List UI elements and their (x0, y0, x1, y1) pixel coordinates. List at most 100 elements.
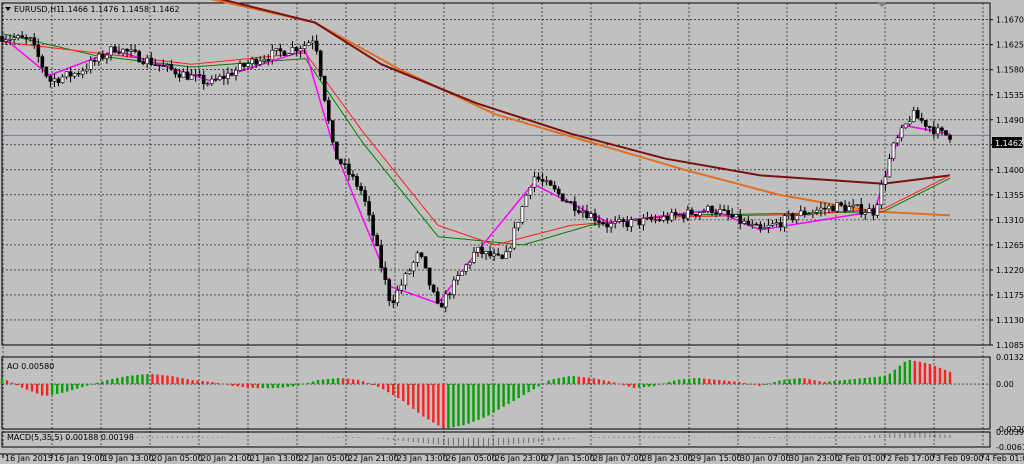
ao-bar (582, 377, 586, 385)
candle-body (234, 69, 238, 76)
ao-bar (833, 380, 836, 385)
ao-bar (687, 378, 691, 385)
ao-bar (592, 378, 596, 385)
ao-bar (542, 383, 545, 385)
ao-bar (5, 380, 9, 385)
chart-shift-marker-icon[interactable] (877, 2, 887, 7)
candle-body (480, 246, 484, 255)
ao-bar (50, 384, 54, 395)
ao-bar (432, 384, 435, 423)
symbol-dropdown-icon[interactable] (5, 7, 11, 11)
x-tick-label: 16 Jan 19:00 (54, 454, 105, 463)
ao-bar (848, 379, 851, 385)
candle-body (314, 40, 319, 52)
ao-bar (923, 362, 927, 385)
ao-bar (823, 381, 826, 385)
candle-body (895, 137, 900, 144)
ao-bar (111, 378, 114, 385)
candle-body (907, 121, 912, 125)
ao-bar (131, 375, 134, 385)
ao-bar (698, 378, 701, 385)
candle-body (250, 58, 254, 64)
candle-body (875, 204, 880, 216)
y-tick-label: 1.1220 (996, 266, 1024, 275)
candle-body (702, 211, 706, 213)
x-tick-label: 23 Jan 13:00 (397, 454, 448, 463)
candle-body (645, 216, 650, 219)
candle-body (936, 127, 940, 135)
candle-body (851, 204, 855, 207)
candle-body (403, 273, 408, 286)
candle-body (500, 254, 505, 259)
macd-histogram (1, 432, 951, 447)
y-tick-label: 1.1535 (996, 91, 1024, 100)
ao-bar (667, 381, 671, 385)
ao-bar (692, 378, 696, 385)
ao-bar (522, 384, 525, 396)
ao-bar (758, 384, 761, 386)
ao-bar (567, 376, 570, 385)
candle-body (746, 220, 751, 226)
candle-body (944, 130, 948, 136)
ao-bar (281, 384, 285, 388)
ao-bar (351, 379, 355, 385)
candle-body (189, 74, 194, 80)
candle-body (552, 185, 557, 190)
candle-body (8, 39, 12, 41)
candle-body (742, 220, 747, 224)
ao-bar (271, 384, 275, 389)
candle-body (169, 64, 174, 70)
ao-bar (76, 384, 79, 389)
ao-bar (602, 380, 606, 385)
candle-body (72, 73, 77, 77)
ao-bar (933, 365, 937, 385)
ao-bar (146, 374, 149, 385)
y-tick-label: 1.1130 (996, 316, 1024, 325)
ao-bar (517, 384, 520, 399)
candle-body (290, 47, 295, 54)
ao-bar (808, 379, 811, 385)
ao-bar (532, 384, 535, 390)
ma-slow-brown-line (220, 0, 951, 185)
candle-body (827, 205, 831, 210)
candle-body (940, 127, 944, 131)
ao-bar (768, 383, 771, 385)
candle-body (222, 76, 226, 79)
ao-tick-label: 0.01325 (996, 353, 1024, 362)
ao-bar (156, 374, 159, 385)
ao-bar (256, 384, 260, 389)
candle-body (407, 270, 412, 274)
macd-title: MACD(5,35,5) 0.00188 0.00198 (7, 433, 134, 442)
candle-body (40, 56, 45, 68)
ao-bar (241, 384, 244, 387)
candle-body (661, 216, 666, 221)
candle-body (597, 220, 601, 223)
candle-body (710, 206, 714, 214)
ao-bar (226, 384, 229, 385)
candle-body (141, 61, 145, 65)
candle-body (387, 279, 392, 302)
candle-body (690, 209, 694, 215)
ao-bar (387, 384, 390, 393)
candle-body (294, 47, 299, 52)
ao-bar (547, 380, 550, 385)
ao-bar (778, 380, 781, 385)
ao-bar (286, 384, 290, 387)
ao-bar (878, 376, 881, 385)
ao-bar (417, 384, 420, 413)
ao-bar (261, 384, 265, 389)
candlesticks (0, 30, 952, 313)
candle-body (843, 204, 847, 212)
ao-bar (788, 379, 791, 385)
candle-body (423, 256, 428, 269)
candle-body (548, 180, 553, 186)
x-tick-label: 21 Jan 13:00 (250, 454, 301, 463)
ao-bar (96, 382, 99, 385)
candle-body (488, 251, 492, 257)
candle-body (815, 209, 819, 213)
ao-bar (677, 379, 681, 385)
ao-bar (0, 377, 4, 385)
